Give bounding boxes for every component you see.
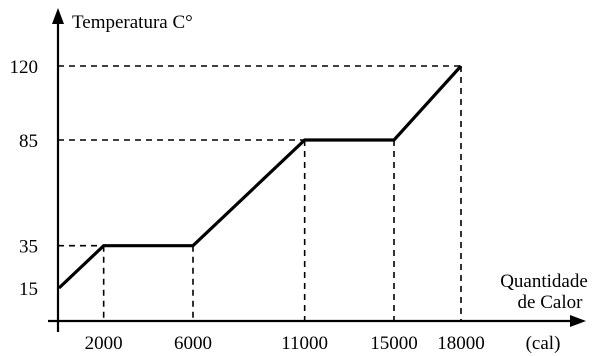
dashed-guides [58,65,462,321]
y-axis-arrowhead [52,8,64,24]
temperature-line [57,64,463,290]
x-tick-label-11000: 11000 [281,333,328,354]
x-tick-label-18000: 18000 [437,333,485,354]
y-tick-label-15: 15 [19,279,38,300]
x-axis-label-line-1: Quantidade [500,271,588,292]
x-tick-label-15000: 15000 [370,333,418,354]
y-tick-label-120: 120 [10,57,39,78]
x-axis-unit: (cal) [526,333,561,354]
y-tick-label-85: 85 [19,131,38,152]
axes [48,8,586,332]
x-tick-label-2000: 2000 [85,333,123,354]
labels-group: Temperatura C° Quantidade de Calor (cal)… [10,12,588,354]
x-axis-arrowhead [570,315,586,327]
x-axis-label-line-2: de Calor [518,292,584,313]
y-tick-label-35: 35 [19,237,38,258]
series-group [57,64,463,290]
y-axis-label: Temperatura C° [72,12,193,33]
x-tick-label-6000: 6000 [174,333,212,354]
